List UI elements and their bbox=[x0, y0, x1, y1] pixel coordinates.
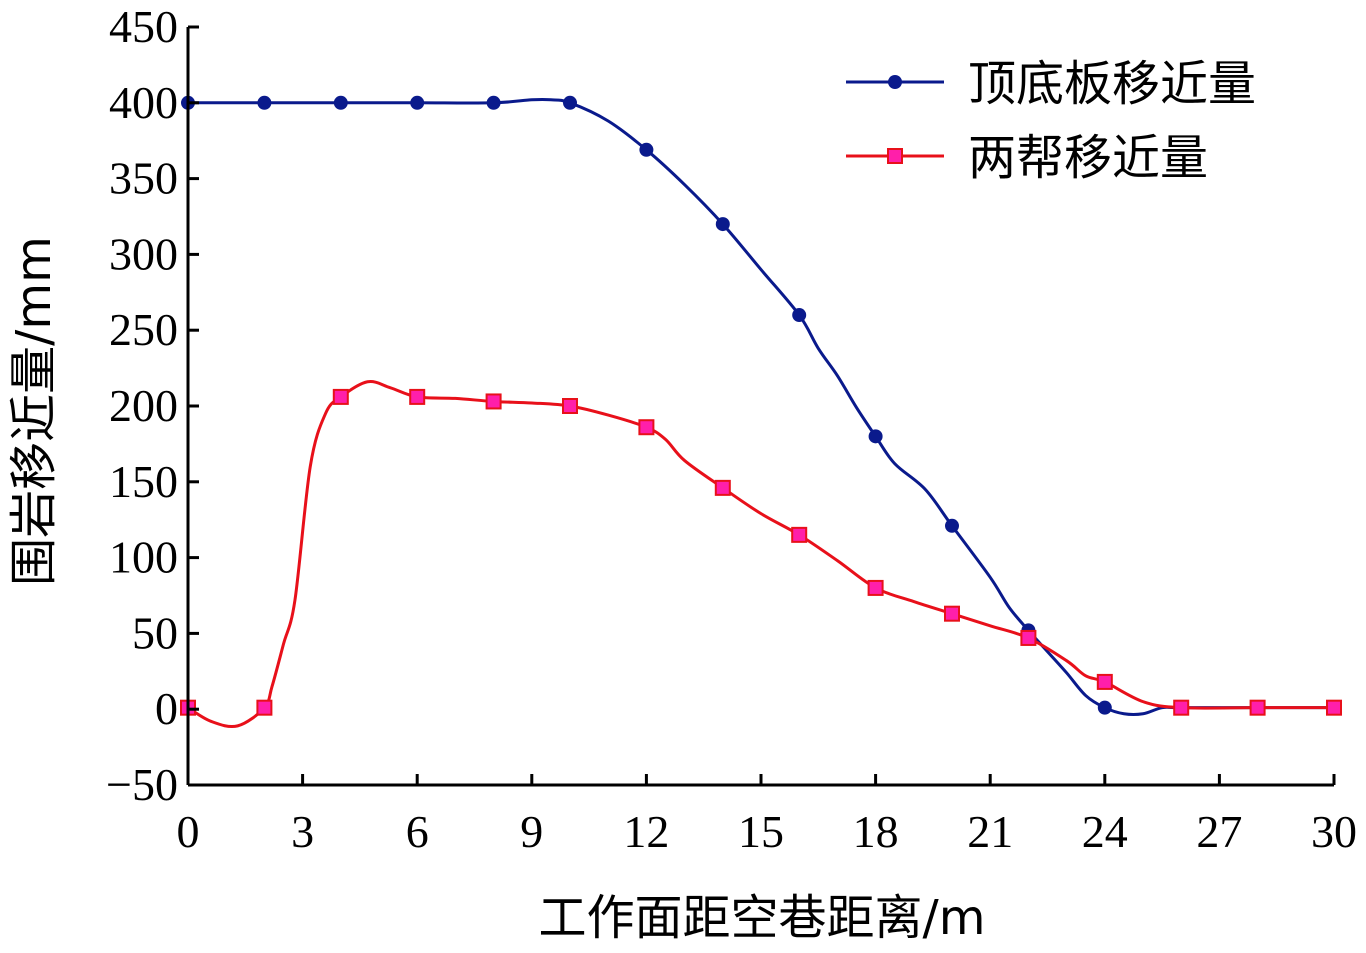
x-tick-label: 21 bbox=[967, 806, 1013, 857]
y-axis-title: 围岩移近量/mm bbox=[6, 236, 62, 586]
y-tick-label: 150 bbox=[109, 456, 178, 507]
x-tick-label: 12 bbox=[623, 806, 669, 857]
data-point-1 bbox=[1096, 673, 1113, 690]
data-point-0 bbox=[333, 95, 348, 110]
legend: 顶底板移近量 两帮移近量 bbox=[846, 56, 1256, 186]
data-point-1 bbox=[1249, 699, 1266, 716]
series-markers bbox=[180, 95, 1342, 716]
legend-label-two-sides: 两帮移近量 bbox=[968, 130, 1208, 186]
data-point-0 bbox=[945, 518, 959, 533]
data-point-0 bbox=[868, 429, 883, 444]
data-point-1 bbox=[867, 579, 884, 596]
legend-item-two-sides: 两帮移近量 bbox=[846, 130, 1208, 186]
data-point-1 bbox=[485, 393, 502, 410]
y-tick-label: 0 bbox=[155, 683, 178, 734]
x-tick-label: 3 bbox=[291, 806, 314, 857]
data-point-1 bbox=[638, 419, 655, 436]
data-point-0 bbox=[715, 217, 730, 232]
y-tick-label: 250 bbox=[109, 304, 178, 355]
y-tick-label: 350 bbox=[109, 153, 178, 204]
data-point-1 bbox=[1326, 699, 1342, 716]
series-line-0 bbox=[188, 97, 1334, 717]
y-tick-label: −50 bbox=[106, 759, 178, 810]
data-point-1 bbox=[944, 605, 960, 622]
x-axis-title: 工作面距空巷距离/m bbox=[539, 890, 986, 946]
y-tick-label: 200 bbox=[109, 380, 178, 431]
data-point-1 bbox=[1020, 629, 1037, 646]
y-axis-ticks: −50 0 50 100 150 200 250 300 350 400 450 bbox=[106, 1, 199, 810]
legend-marker-roof-floor bbox=[888, 75, 902, 89]
y-tick-label: 450 bbox=[109, 1, 178, 52]
data-point-0 bbox=[639, 142, 654, 157]
series-curves bbox=[187, 97, 1334, 729]
data-point-1 bbox=[562, 398, 578, 414]
y-tick-label: 50 bbox=[132, 607, 178, 658]
data-point-1 bbox=[714, 479, 731, 496]
data-point-0 bbox=[792, 308, 807, 323]
data-point-1 bbox=[409, 388, 426, 405]
x-axis-ticks: 0 3 6 9 12 15 18 21 24 27 30 bbox=[177, 774, 1357, 857]
data-point-0 bbox=[1097, 700, 1112, 715]
x-tick-label: 15 bbox=[738, 806, 784, 857]
data-point-1 bbox=[791, 526, 808, 543]
legend-label-roof-floor: 顶底板移近量 bbox=[968, 56, 1256, 112]
x-tick-label: 27 bbox=[1196, 806, 1242, 857]
data-point-0 bbox=[486, 95, 501, 110]
data-point-0 bbox=[257, 95, 272, 110]
data-point-1 bbox=[256, 699, 273, 716]
data-point-0 bbox=[563, 95, 577, 110]
x-tick-label: 18 bbox=[853, 806, 899, 857]
y-tick-label: 100 bbox=[109, 532, 178, 583]
legend-item-roof-floor: 顶底板移近量 bbox=[846, 56, 1256, 112]
x-tick-label: 24 bbox=[1082, 806, 1128, 857]
data-point-1 bbox=[1173, 699, 1190, 716]
x-tick-label: 9 bbox=[520, 806, 543, 857]
y-tick-label: 300 bbox=[109, 228, 178, 279]
x-tick-label: 6 bbox=[406, 806, 429, 857]
legend-marker-two-sides bbox=[887, 148, 903, 164]
data-point-1 bbox=[332, 388, 349, 405]
y-tick-label: 400 bbox=[109, 77, 178, 128]
data-point-0 bbox=[410, 95, 425, 110]
series-line-1 bbox=[187, 379, 1334, 729]
x-tick-label: 30 bbox=[1311, 806, 1357, 857]
x-tick-label: 0 bbox=[177, 806, 200, 857]
